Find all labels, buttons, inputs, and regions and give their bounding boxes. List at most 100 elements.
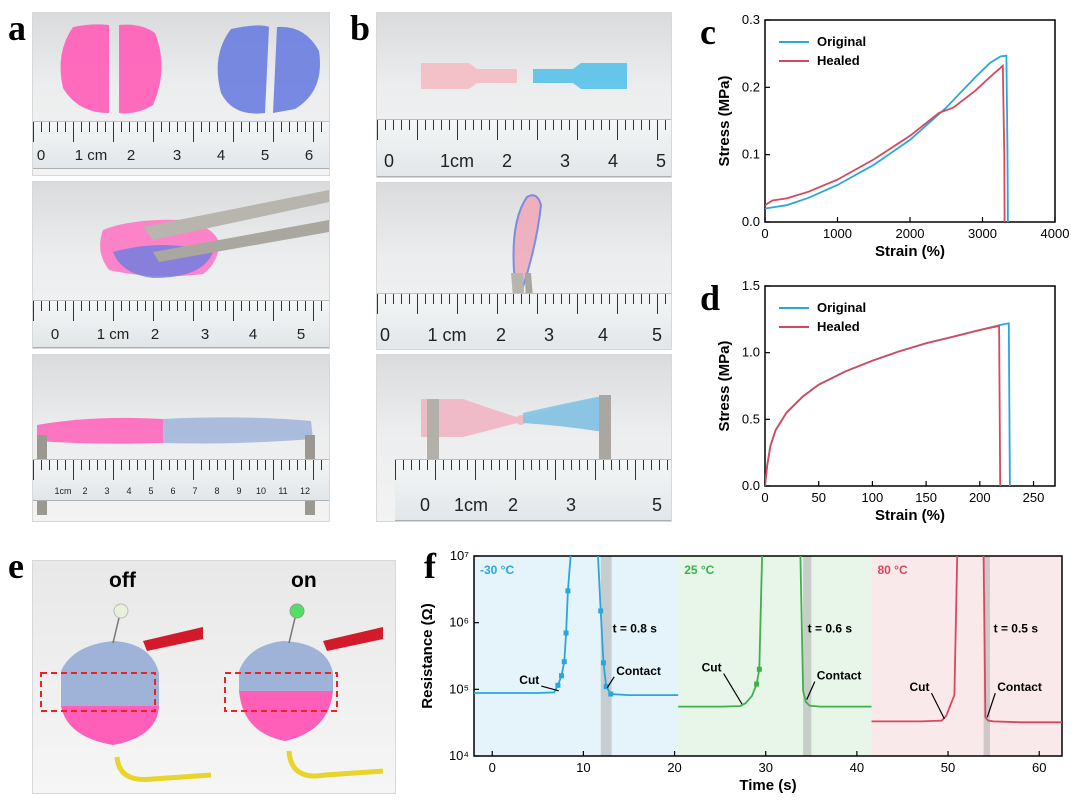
x-axis-label: Strain (%) xyxy=(875,243,945,260)
region-label: -30 °C xyxy=(480,563,514,577)
panel-label-d: d xyxy=(700,278,721,318)
ruler-label: 0 xyxy=(36,147,46,164)
ruler-b2: 0 1 cm 2 3 4 5 xyxy=(377,293,671,349)
ruler-label: 4 xyxy=(607,151,619,171)
panel-label-b: b xyxy=(350,8,371,48)
photo-e: off on xyxy=(32,560,396,794)
x-tick-label: 50 xyxy=(811,490,825,505)
plot-frame xyxy=(764,285,1056,487)
series-point xyxy=(561,659,567,665)
y-tick-label: 0.5 xyxy=(742,411,760,426)
panel-label-a: a xyxy=(8,8,26,48)
contact-label: Contact xyxy=(817,669,862,683)
series-line-0 xyxy=(765,322,1011,486)
gap-band-0 xyxy=(600,556,612,756)
y-tick-label: 10⁷ xyxy=(450,548,469,563)
ruler-label: 1 cm xyxy=(96,326,130,343)
ruler-ticks xyxy=(377,294,671,314)
photo-b2: 0 1 cm 2 3 4 5 xyxy=(376,182,672,350)
x-tick-label: 100 xyxy=(862,490,884,505)
series-line-3 xyxy=(799,556,872,708)
x-tick-label: 0 xyxy=(761,490,768,505)
ruler-label: 3 xyxy=(543,325,555,345)
ruler-label: 3 xyxy=(565,495,577,515)
series-point xyxy=(608,691,614,697)
y-axis-label: Stress (MPa) xyxy=(716,341,733,432)
ruler-label: 0 xyxy=(419,495,431,515)
time-label: t = 0.5 s xyxy=(994,622,1039,636)
series-point xyxy=(754,681,760,687)
chart-f: -30 °C 25 °C 80 °C 0 10 20 30 40 50 60 10⁴ 10⁵ 10⁶ 10… xyxy=(419,548,1063,794)
ruler-label: 9 xyxy=(236,486,242,496)
x-tick-label: 30 xyxy=(758,760,772,775)
x-tick-label: 250 xyxy=(1023,490,1045,505)
y-tick-label: 0.0 xyxy=(742,478,760,493)
ruler-label: 5 xyxy=(260,147,270,164)
ruler-label: 11 xyxy=(278,486,288,496)
ruler-ticks xyxy=(377,120,671,140)
cut-label: Cut xyxy=(909,680,929,694)
ruler-label: 0 xyxy=(50,326,60,343)
photo-a3: 1cm 2 3 4 5 6 7 8 9 10 11 12 xyxy=(32,354,330,522)
ruler-b3: 0 1cm 2 3 5 xyxy=(395,459,671,521)
x-tick-label: 60 xyxy=(1032,760,1046,775)
cut-arrow xyxy=(930,692,945,720)
chart-c: 0 1000 2000 3000 4000 0.0 0.1 0.2 0.3 Strain (%) S… xyxy=(716,12,1069,260)
region-0 xyxy=(474,556,679,756)
panel-label-e: e xyxy=(8,546,24,586)
contact-arrow xyxy=(986,692,996,718)
gap-band-1 xyxy=(803,556,812,756)
series-line-4 xyxy=(871,556,959,723)
ruler-label: 2 xyxy=(501,151,513,171)
ruler-ticks xyxy=(395,460,671,480)
photo-e-devices xyxy=(40,603,384,783)
time-label: t = 0.6 s xyxy=(808,622,853,636)
photo-b1-samples xyxy=(421,63,627,89)
y-tick-label: 10⁶ xyxy=(449,615,469,630)
ruler-a3: 1cm 2 3 4 5 6 7 8 9 10 11 12 xyxy=(33,459,329,501)
y-axis-label: Resistance (Ω) xyxy=(419,603,436,708)
ruler-label: 1cm xyxy=(54,486,72,496)
ruler-ticks xyxy=(33,460,329,480)
photo-a2-sample xyxy=(100,190,329,278)
contact-label: Contact xyxy=(616,664,661,678)
photo-a1-samples xyxy=(60,24,320,114)
x-tick-label: 0 xyxy=(489,760,496,775)
ruler-label: 5 xyxy=(651,325,663,345)
legend-label: Original xyxy=(817,34,866,49)
ruler-label: 4 xyxy=(126,486,132,496)
series-point xyxy=(565,588,571,594)
ruler-label: 3 xyxy=(559,151,571,171)
series-line-1 xyxy=(765,63,1006,222)
ruler-label: 2 xyxy=(126,147,136,164)
x-tick-label: 2000 xyxy=(896,226,925,241)
ruler-label: 5 xyxy=(148,486,154,496)
ruler-b1: 0 1cm 2 3 4 5 xyxy=(377,119,671,177)
ruler-label: 6 xyxy=(170,486,176,496)
series-point xyxy=(603,684,609,690)
series-line-5 xyxy=(982,556,1062,724)
ruler-label: 0 xyxy=(383,151,395,171)
series-line-1 xyxy=(765,324,1002,486)
ruler-label: 0 xyxy=(379,325,391,345)
x-axis-label: Time (s) xyxy=(739,777,796,794)
ruler-label: 4 xyxy=(248,326,258,343)
x-tick-label: 50 xyxy=(941,760,955,775)
ruler-ticks xyxy=(33,301,329,321)
series-line-2 xyxy=(678,556,763,708)
series-line-0 xyxy=(765,54,1009,222)
x-tick-label: 200 xyxy=(969,490,991,505)
photo-b3-sample xyxy=(421,395,611,499)
region-1 xyxy=(678,556,872,756)
panel-label-c: c xyxy=(700,12,716,52)
x-axis-label: Strain (%) xyxy=(875,507,945,524)
chart-d: 0 50 100 150 200 250 0.0 0.5 1.0 1.5 Strain (%) Str… xyxy=(716,278,1056,524)
contact-arrow xyxy=(806,681,816,700)
series-point xyxy=(555,682,561,688)
led-off-icon xyxy=(113,603,129,619)
ruler-label: 12 xyxy=(299,486,311,496)
ruler-label: 2 xyxy=(150,326,160,343)
legend-label: Original xyxy=(817,300,866,315)
region-label: 80 °C xyxy=(877,563,907,577)
ruler-label: 10 xyxy=(255,486,267,496)
